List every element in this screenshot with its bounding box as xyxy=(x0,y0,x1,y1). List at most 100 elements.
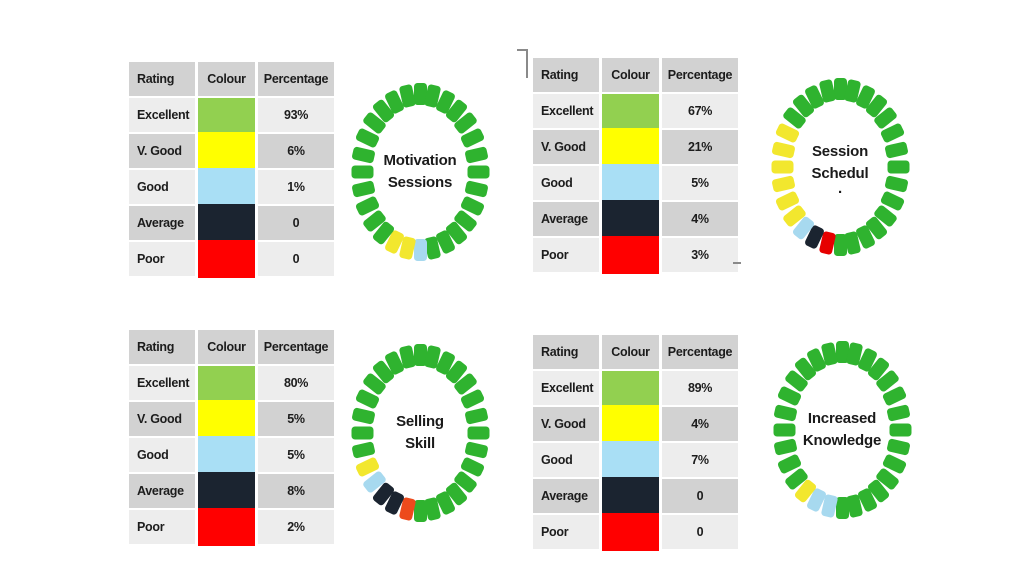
table-header-cell: Rating xyxy=(129,330,195,364)
table-header-cell: Colour xyxy=(198,330,255,364)
rating-cell: Average xyxy=(533,202,599,236)
percentage-cell: 0 xyxy=(258,242,334,276)
rating-cell: Poor xyxy=(533,515,599,549)
percentage-cell: 89% xyxy=(662,371,738,405)
percentage-cell: 2% xyxy=(258,510,334,544)
percentage-cell: 4% xyxy=(662,407,738,441)
rating-cell: Poor xyxy=(129,510,195,544)
percentage-cell: 21% xyxy=(662,130,738,164)
percentage-cell: 7% xyxy=(662,443,738,477)
colour-swatch-cell xyxy=(602,94,659,130)
percentage-cell: 5% xyxy=(258,438,334,472)
crop-mark-top xyxy=(517,49,528,51)
table-header-cell: Rating xyxy=(533,58,599,92)
colour-swatch-cell xyxy=(198,98,255,134)
colour-swatch-cell xyxy=(198,366,255,402)
rating-cell: Excellent xyxy=(533,371,599,405)
rating-cell: Good xyxy=(129,170,195,204)
donut-segment-green xyxy=(413,83,427,105)
rating-cell: Good xyxy=(533,443,599,477)
rating-cell: Poor xyxy=(533,238,599,272)
table-header-cell: Percentage xyxy=(662,58,738,92)
table-header-cell: Rating xyxy=(533,335,599,369)
motivation-sessions-donut-chart: Motivation Sessions xyxy=(340,72,500,272)
donut-title-line: Skill xyxy=(405,435,435,452)
donut-title-line: Increased xyxy=(807,410,877,427)
rating-table-session-schedule: Rating Colour Percentage Excellent 67% V. Goo… xyxy=(533,58,738,274)
rating-cell: Poor xyxy=(129,242,195,276)
percentage-cell: 6% xyxy=(258,134,334,168)
donut-segment-green xyxy=(835,341,849,363)
colour-swatch-cell xyxy=(602,128,659,166)
table-header-cell: Rating xyxy=(129,62,195,96)
colour-swatch-cell xyxy=(602,164,659,202)
donut-segment-green xyxy=(833,78,847,100)
percentage-cell: 1% xyxy=(258,170,334,204)
rating-table-increased-knowledge: Rating Colour Percentage Excellent 89% V. Goo… xyxy=(533,335,738,551)
donut-title-line: Motivation xyxy=(383,152,457,169)
donut-title: Increased Knowledge xyxy=(762,330,922,530)
table-header-cell: Colour xyxy=(198,62,255,96)
colour-swatch-cell xyxy=(198,400,255,438)
crop-mark-bottom xyxy=(733,262,741,264)
percentage-cell: 0 xyxy=(662,515,738,549)
donut-title-line: Session xyxy=(811,143,869,160)
percentage-cell: 0 xyxy=(258,206,334,240)
table-header-cell: Percentage xyxy=(258,62,334,96)
donut-title: Motivation Sessions xyxy=(340,72,500,272)
rating-cell: Average xyxy=(129,474,195,508)
percentage-cell: 3% xyxy=(662,238,738,272)
table-header-cell: Colour xyxy=(602,335,659,369)
rating-cell: V. Good xyxy=(129,134,195,168)
colour-swatch-cell xyxy=(198,168,255,206)
rating-cell: Average xyxy=(533,479,599,513)
colour-swatch-cell xyxy=(602,405,659,443)
colour-swatch-cell xyxy=(602,200,659,238)
colour-swatch-cell xyxy=(602,371,659,407)
percentage-cell: 5% xyxy=(258,402,334,436)
rating-cell: Good xyxy=(129,438,195,472)
percentage-cell: 5% xyxy=(662,166,738,200)
rating-cell: Good xyxy=(533,166,599,200)
selling-skill-donut-chart: Selling Skill xyxy=(340,333,500,533)
donut-title-line: . xyxy=(838,180,842,197)
donut-title-line: Schedul xyxy=(811,165,869,182)
donut-title-line: Knowledge xyxy=(802,432,882,449)
colour-swatch-cell xyxy=(602,441,659,479)
percentage-cell: 80% xyxy=(258,366,334,400)
colour-swatch-cell xyxy=(198,508,255,546)
rating-cell: Excellent xyxy=(129,366,195,400)
colour-swatch-cell xyxy=(602,477,659,515)
donut-title: Session Schedul. xyxy=(760,67,920,267)
colour-swatch-cell xyxy=(198,240,255,278)
percentage-cell: 4% xyxy=(662,202,738,236)
colour-swatch-cell xyxy=(198,132,255,170)
rating-table-selling-skill: Rating Colour Percentage Excellent 80% V. Goo… xyxy=(129,330,334,546)
increased-knowledge-donut-chart: Increased Knowledge xyxy=(762,330,922,530)
rating-cell: V. Good xyxy=(533,407,599,441)
rating-cell: V. Good xyxy=(533,130,599,164)
percentage-cell: 0 xyxy=(662,479,738,513)
colour-swatch-cell xyxy=(602,513,659,551)
percentage-cell: 8% xyxy=(258,474,334,508)
donut-title-line: Sessions xyxy=(387,174,453,191)
colour-swatch-cell xyxy=(602,236,659,274)
percentage-cell: 93% xyxy=(258,98,334,132)
colour-swatch-cell xyxy=(198,436,255,474)
rating-cell: V. Good xyxy=(129,402,195,436)
table-header-cell: Percentage xyxy=(258,330,334,364)
rating-cell: Average xyxy=(129,206,195,240)
table-header-cell: Colour xyxy=(602,58,659,92)
crop-mark-left xyxy=(526,50,528,78)
rating-table-motivation-sessions: Rating Colour Percentage Excellent 93% V. Goo… xyxy=(129,62,334,278)
donut-title: Selling Skill xyxy=(340,333,500,533)
donut-title-line: Selling xyxy=(396,413,444,430)
rating-cell: Excellent xyxy=(533,94,599,128)
rating-cell: Excellent xyxy=(129,98,195,132)
colour-swatch-cell xyxy=(198,204,255,242)
percentage-cell: 67% xyxy=(662,94,738,128)
donut-segment-green xyxy=(413,344,427,366)
table-header-cell: Percentage xyxy=(662,335,738,369)
colour-swatch-cell xyxy=(198,472,255,510)
